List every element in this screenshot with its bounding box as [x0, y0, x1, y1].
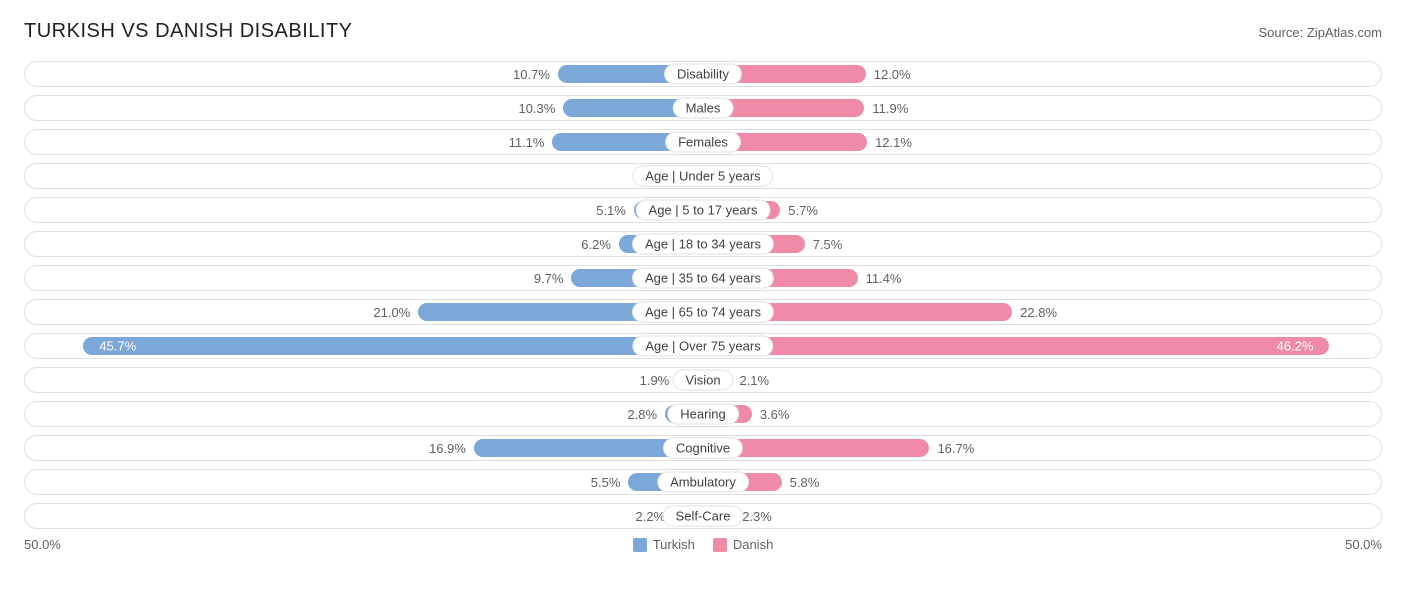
bar-value-left: 11.1%	[501, 135, 553, 150]
bar-row-left: 5.1%	[25, 198, 703, 222]
bar-value-right: 16.7%	[929, 441, 982, 456]
bar-value-left: 1.9%	[632, 373, 678, 388]
bar-value-right: 12.1%	[867, 135, 920, 150]
legend-swatch-turkish	[633, 538, 647, 552]
bar-row: 21.0% 22.8% Age | 65 to 74 years	[24, 299, 1382, 325]
bar-row: 2.2%2.3%Self-Care	[24, 503, 1382, 529]
bar-row: 10.7% 12.0% Disability	[24, 61, 1382, 87]
axis-left-max: 50.0%	[24, 537, 61, 552]
bar-row-right: 5.8%	[703, 470, 1381, 494]
bar-value-right: 12.0%	[866, 67, 919, 82]
bar-value-left: 16.9%	[421, 441, 474, 456]
legend-label-danish: Danish	[733, 537, 773, 552]
bar-value-left: 21.0%	[365, 305, 418, 320]
bar-value-left: 10.3%	[510, 101, 563, 116]
bar-row: 1.9% 2.1%Vision	[24, 367, 1382, 393]
bar-row-left: 10.7%	[25, 62, 703, 86]
bar-row: 9.7% 11.4% Age | 35 to 64 years	[24, 265, 1382, 291]
bar-value-left: 5.5%	[583, 475, 629, 490]
bar-category-label: Age | 18 to 34 years	[632, 234, 774, 255]
bar-value-right: 5.8%	[782, 475, 828, 490]
chart-footer: 50.0% Turkish Danish 50.0%	[24, 537, 1382, 552]
chart-title: TURKISH VS DANISH DISABILITY	[24, 20, 353, 43]
bar-row-left: 9.7%	[25, 266, 703, 290]
bar-row: 11.1% 12.1% Females	[24, 129, 1382, 155]
chart-source: Source: ZipAtlas.com	[1258, 25, 1382, 40]
bar-value-right: 2.1%	[731, 373, 777, 388]
bar-row-left: 45.7%	[25, 334, 703, 358]
bar-row: 16.9% 16.7% Cognitive	[24, 435, 1382, 461]
bar-category-label: Males	[673, 98, 734, 119]
bar-row-right: 5.7%	[703, 198, 1381, 222]
bar-category-label: Females	[665, 132, 741, 153]
legend-item-danish: Danish	[713, 537, 773, 552]
bar-right: 46.2%	[703, 337, 1329, 355]
bar-row-right: 22.8%	[703, 300, 1381, 324]
bar-value-left: 5.1%	[588, 203, 634, 218]
bar-row-left: 6.2%	[25, 232, 703, 256]
legend-swatch-danish	[713, 538, 727, 552]
bar-value-left: 6.2%	[573, 237, 619, 252]
bar-row-right: 2.1%	[703, 368, 1381, 392]
bar-row-left: 1.1%	[25, 164, 703, 188]
bar-row-right: 12.1%	[703, 130, 1381, 154]
bar-row-left: 11.1%	[25, 130, 703, 154]
bar-row-left: 1.9%	[25, 368, 703, 392]
bar-row: 45.7% 46.2% Age | Over 75 years	[24, 333, 1382, 359]
bar-row-right: 12.0%	[703, 62, 1381, 86]
bar-value-left: 2.8%	[619, 407, 665, 422]
bar-row-left: 2.8%	[25, 402, 703, 426]
legend: Turkish Danish	[633, 537, 774, 552]
bar-row: 6.2% 7.5% Age | 18 to 34 years	[24, 231, 1382, 257]
bar-row-right: 46.2%	[703, 334, 1381, 358]
legend-item-turkish: Turkish	[633, 537, 695, 552]
chart-header: TURKISH VS DANISH DISABILITY Source: Zip…	[24, 20, 1382, 43]
diverging-bar-chart: 10.7% 12.0% Disability 10.3% 11.9% Males 11.1%…	[24, 61, 1382, 529]
bar-category-label: Cognitive	[663, 438, 743, 459]
bar-row-right: 2.3%	[703, 504, 1381, 528]
bar-row: 1.1%1.5%Age | Under 5 years	[24, 163, 1382, 189]
bar-row-right: 11.9%	[703, 96, 1381, 120]
bar-category-label: Ambulatory	[657, 472, 749, 493]
bar-row-right: 1.5%	[703, 164, 1381, 188]
bar-value-right: 3.6%	[752, 407, 798, 422]
bar-category-label: Age | 5 to 17 years	[636, 200, 771, 221]
bar-row: 5.1% 5.7% Age | 5 to 17 years	[24, 197, 1382, 223]
bar-row-right: 11.4%	[703, 266, 1381, 290]
bar-value-right: 11.9%	[864, 101, 916, 116]
bar-value-right: 22.8%	[1012, 305, 1065, 320]
bar-value-left: 9.7%	[526, 271, 572, 286]
bar-value-right: 11.4%	[858, 271, 910, 286]
bar-row-right: 7.5%	[703, 232, 1381, 256]
legend-label-turkish: Turkish	[653, 537, 695, 552]
bar-row-right: 3.6%	[703, 402, 1381, 426]
bar-value-right: 7.5%	[805, 237, 851, 252]
bar-value-right: 5.7%	[780, 203, 826, 218]
bar-value-left: 45.7%	[91, 339, 144, 354]
bar-category-label: Age | 65 to 74 years	[632, 302, 774, 323]
bar-category-label: Age | 35 to 64 years	[632, 268, 774, 289]
bar-left: 45.7%	[83, 337, 703, 355]
bar-row-left: 10.3%	[25, 96, 703, 120]
bar-row-left: 2.2%	[25, 504, 703, 528]
bar-row: 5.5% 5.8% Ambulatory	[24, 469, 1382, 495]
bar-category-label: Hearing	[667, 404, 739, 425]
bar-row: 10.3% 11.9% Males	[24, 95, 1382, 121]
bar-row-left: 21.0%	[25, 300, 703, 324]
bar-row-left: 16.9%	[25, 436, 703, 460]
bar-category-label: Age | Under 5 years	[632, 166, 773, 187]
bar-row: 2.8% 3.6% Hearing	[24, 401, 1382, 427]
bar-category-label: Age | Over 75 years	[632, 336, 773, 357]
bar-category-label: Self-Care	[663, 506, 744, 527]
bar-row-right: 16.7%	[703, 436, 1381, 460]
bar-value-right: 46.2%	[1269, 339, 1322, 354]
axis-right-max: 50.0%	[1345, 537, 1382, 552]
bar-category-label: Disability	[664, 64, 742, 85]
bar-row-left: 5.5%	[25, 470, 703, 494]
bar-value-left: 10.7%	[505, 67, 558, 82]
bar-category-label: Vision	[672, 370, 733, 391]
